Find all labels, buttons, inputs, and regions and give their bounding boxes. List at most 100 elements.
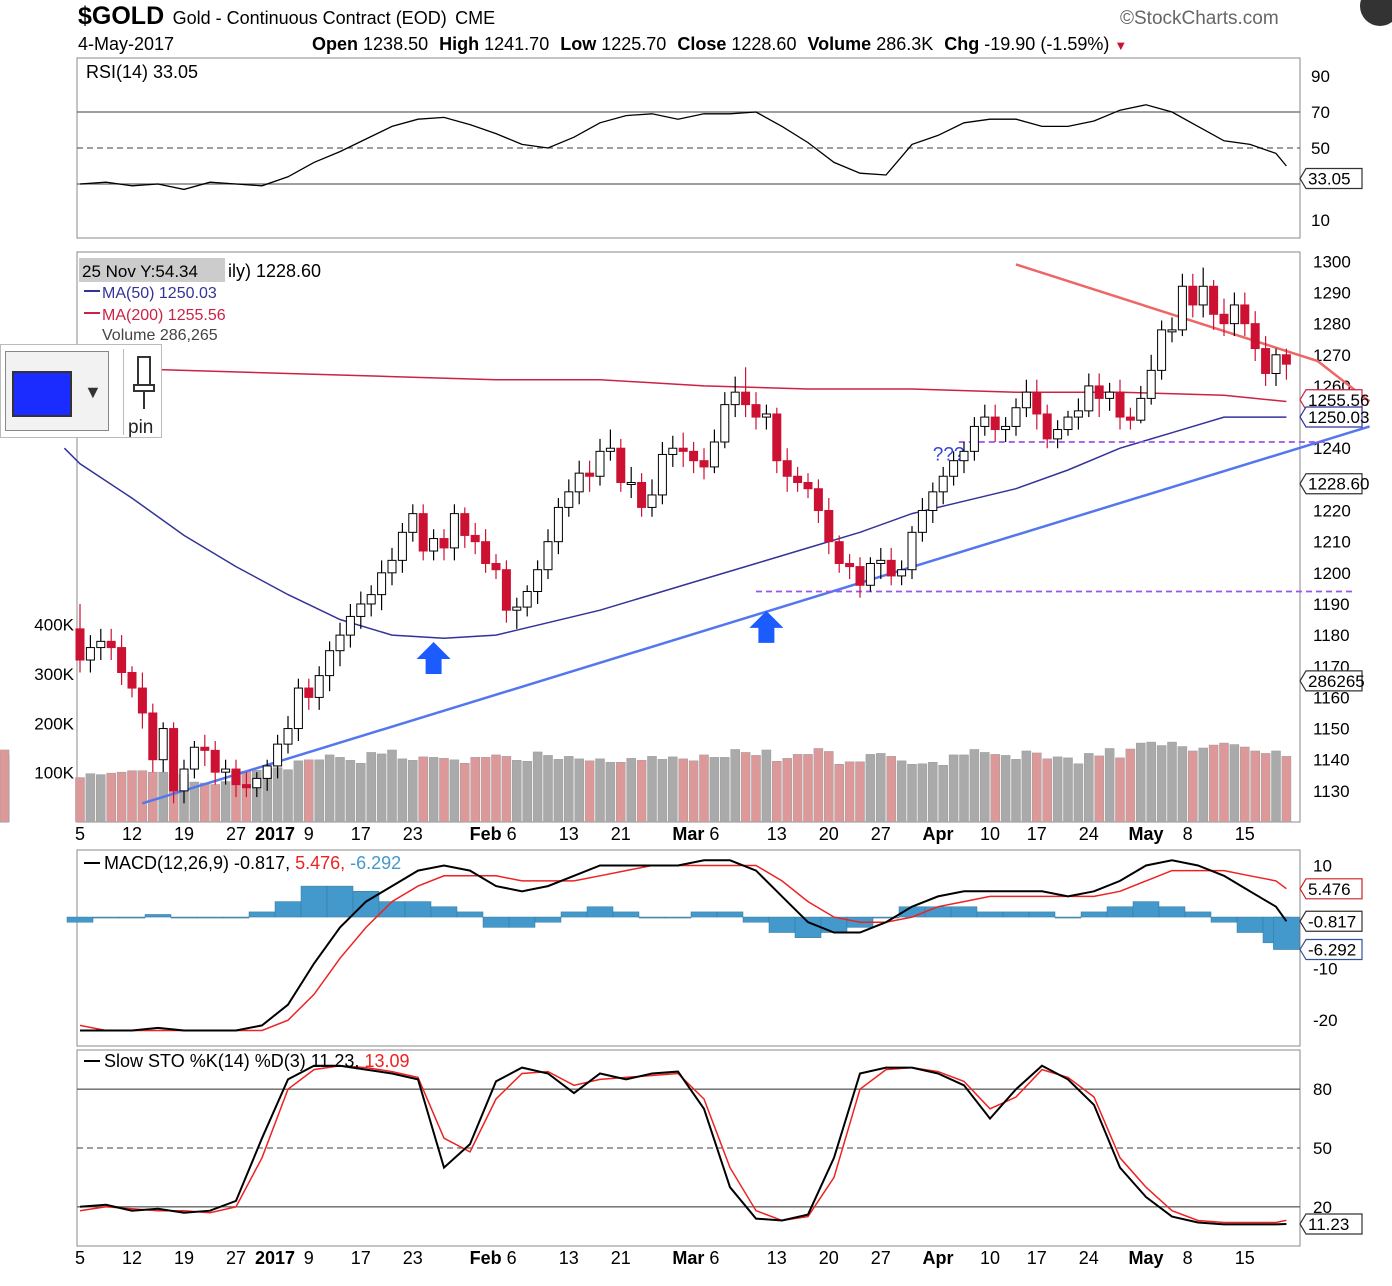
volume-bar [928, 762, 938, 823]
candle-body [782, 460, 792, 477]
volume-bar [564, 756, 574, 823]
macd-histogram-bar [742, 916, 770, 923]
open-label: Open [312, 34, 359, 54]
volume-bar [636, 760, 647, 823]
volume-bar [376, 753, 387, 823]
volume-bar [1219, 742, 1229, 823]
open-value: 1238.50 [363, 34, 429, 54]
bottom-x-tick: 12 [122, 1248, 142, 1268]
volume-last-tag-box [1299, 670, 1363, 692]
sto-last-tag: 11.23 [1299, 1213, 1363, 1235]
candle-body [127, 671, 137, 689]
macd-histogram-bar [170, 916, 198, 919]
volume-bar [730, 749, 740, 823]
price-y-tick: 1280 [1313, 315, 1351, 334]
volume-bar [678, 758, 688, 823]
volume-bar [1271, 750, 1281, 823]
candle-body [356, 603, 366, 617]
candle-body [293, 687, 303, 730]
volume-bar [709, 757, 720, 823]
volume-bar [688, 760, 699, 823]
candle-body [1094, 385, 1104, 399]
pin-button[interactable]: pin [123, 349, 160, 438]
color-picker[interactable]: ▼ [5, 351, 109, 431]
up-arrow-icon [416, 642, 451, 675]
volume-bar [1115, 757, 1125, 823]
candle-body [439, 538, 449, 549]
low-value: 1225.70 [601, 34, 667, 54]
candle-body [148, 712, 158, 761]
candle-body [314, 675, 324, 698]
volume-last-tag: 286265 [1299, 670, 1365, 692]
ma50-last-tag-box [1299, 406, 1363, 428]
macd-tag-signal-text: 5.476 [1308, 880, 1351, 899]
volume-bar [522, 761, 532, 823]
price-y-tick: 1210 [1313, 533, 1351, 552]
color-swatch[interactable] [12, 371, 72, 417]
candle-body [75, 628, 85, 661]
bottom-x-tick: 6 [507, 1248, 517, 1268]
volume-bar [761, 749, 772, 823]
price-x-tick: 27 [871, 824, 891, 844]
sto-y-tick: 80 [1313, 1080, 1332, 1099]
macd-tag-macd-box [1299, 910, 1363, 932]
bottom-x-tick: Feb [470, 1248, 502, 1268]
macd-histogram-bar [482, 916, 510, 928]
volume-bar [1000, 755, 1011, 823]
candle-body [1177, 285, 1187, 331]
macd-histogram-bar [1236, 916, 1264, 933]
candle-body [990, 416, 1000, 431]
bottom-x-tick: 8 [1183, 1248, 1193, 1268]
volume-bar [751, 755, 761, 823]
bottom-x-tick: 5 [75, 1248, 85, 1268]
volume-bar [834, 764, 844, 823]
macd-tag-signal: 5.476 [1299, 878, 1363, 900]
volume-bar [460, 763, 470, 823]
volume-bar [75, 777, 85, 823]
volume-bar [1177, 746, 1188, 823]
candle-body [158, 728, 168, 761]
candle-body [751, 404, 761, 418]
price-y-tick: 1240 [1313, 439, 1351, 458]
price-y-tick: 1220 [1313, 502, 1351, 521]
volume-bar [335, 757, 345, 823]
candle-body [533, 569, 543, 593]
rsi-last-tag-text: 33.05 [1308, 170, 1351, 189]
candle-body [408, 513, 418, 533]
pin-widget: ▼ pin [0, 344, 162, 438]
volume-bar [1063, 757, 1073, 823]
candle-body [429, 538, 439, 552]
candle-body [189, 746, 199, 770]
candle-body [1053, 429, 1063, 440]
chg-label: Chg [944, 34, 980, 54]
macd-panel [76, 849, 1301, 1047]
candle-body [720, 404, 730, 443]
candle-body [501, 569, 511, 611]
macd-tag-hist-text: -6.292 [1308, 941, 1356, 960]
price-x-tick: 5 [75, 824, 85, 844]
bottom-x-tick: 17 [1027, 1248, 1047, 1268]
candle-body [1125, 416, 1135, 421]
rsi-legend: RSI(14) 33.05 [86, 62, 198, 82]
bottom-x-tick: 15 [1235, 1248, 1255, 1268]
chg-value: -19.90 (-1.59%) [984, 34, 1110, 54]
volume-bar [1208, 744, 1219, 823]
volume-bar [449, 759, 460, 823]
candle-body [824, 510, 834, 543]
volume-bar [418, 756, 428, 823]
volume-y-tick: 400K [34, 616, 74, 635]
candle-body [106, 640, 116, 649]
macd-histogram-bar [326, 885, 354, 918]
macd-histogram-bar [196, 916, 224, 919]
price-x-tick: 17 [351, 824, 371, 844]
macd-histogram-bar [66, 916, 94, 923]
price-y-tick: 1180 [1313, 626, 1350, 645]
candle-body [1271, 354, 1281, 374]
volume-bar [0, 749, 10, 823]
bottom-x-tick: 9 [304, 1248, 314, 1268]
candle-body [876, 559, 886, 564]
price-x-tick: 12 [122, 824, 142, 844]
dropdown-caret-icon[interactable]: ▼ [84, 382, 102, 402]
macd-histogram-bar [1002, 911, 1030, 918]
macd-histogram-bar [716, 911, 744, 918]
